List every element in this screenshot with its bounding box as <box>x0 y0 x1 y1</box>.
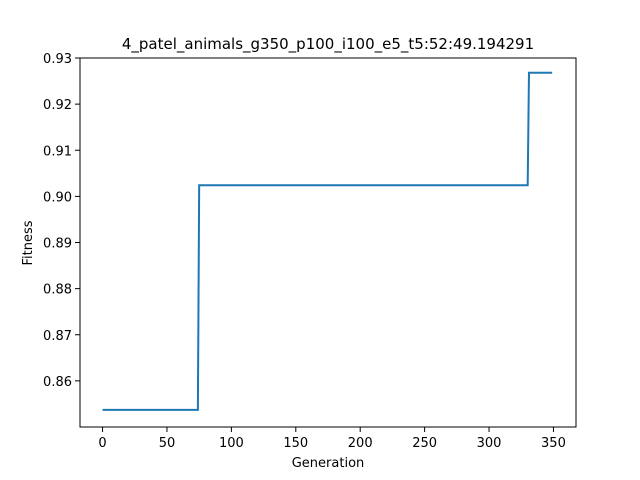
y-tick-label: 0.90 <box>43 190 72 205</box>
x-axis-ticks: 0 50 100 150 200 250 300 350 <box>98 427 566 451</box>
plot-area <box>102 71 553 411</box>
y-axis-ticks: 0.86 0.87 0.88 0.89 0.90 0.91 0.92 0.93 <box>43 52 80 390</box>
x-tick-label: 200 <box>348 436 373 451</box>
y-tick-label: 0.89 <box>43 237 72 252</box>
y-tick-label: 0.87 <box>43 329 72 344</box>
x-axis-label: Generation <box>292 456 365 471</box>
y-tick-label: 0.88 <box>43 283 72 298</box>
x-tick-label: 250 <box>412 436 437 451</box>
chart-title: 4_patel_animals_g350_p100_i100_e5_t5:52:… <box>122 35 534 54</box>
y-tick-label: 0.91 <box>43 144 72 159</box>
y-axis-label: Fitness <box>21 220 36 265</box>
y-tick-label: 0.86 <box>43 375 72 390</box>
x-tick-label: 0 <box>98 436 106 451</box>
x-tick-label: 150 <box>283 436 308 451</box>
x-tick-label: 100 <box>219 436 244 451</box>
y-tick-label: 0.93 <box>43 52 72 67</box>
x-tick-label: 50 <box>159 436 176 451</box>
fitness-series-line <box>102 71 553 411</box>
y-tick-label: 0.92 <box>43 98 72 113</box>
x-tick-label: 300 <box>477 436 502 451</box>
x-tick-label: 350 <box>541 436 566 451</box>
